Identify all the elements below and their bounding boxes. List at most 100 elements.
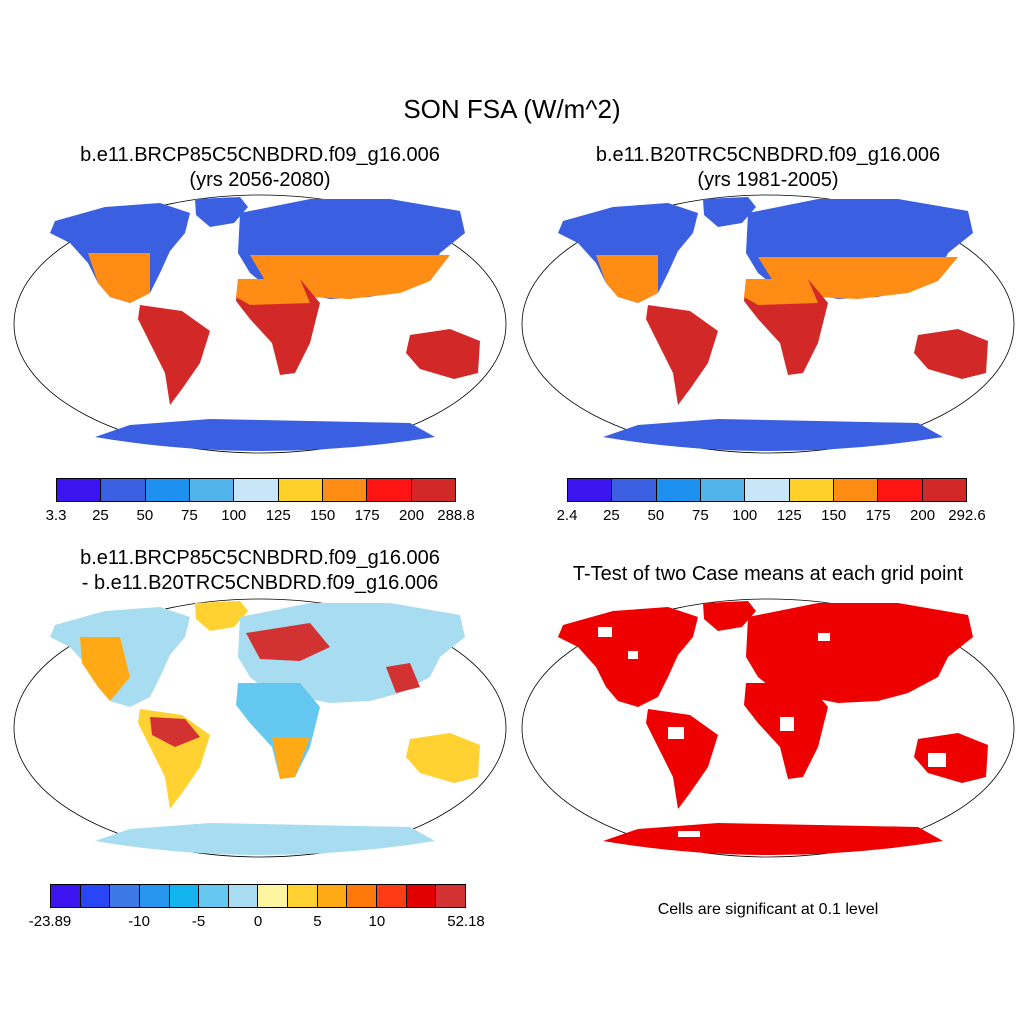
colorbar-tick-label: 288.8 (437, 507, 475, 524)
land-australia (914, 733, 988, 783)
colorbar-tick-label: 200 (399, 507, 425, 524)
colorbar-cell (189, 479, 235, 501)
colorbar-cell (258, 885, 289, 907)
panel-ttest-title: T-Test of two Case means at each grid po… (572, 563, 964, 585)
land-antarctica (95, 419, 435, 451)
colorbar-tick-label: 3.3 (45, 507, 67, 524)
land-africa-south (272, 737, 310, 779)
colorbar-cell (101, 479, 146, 501)
colorbar-cell (411, 479, 455, 501)
colorbar-cell (139, 885, 170, 907)
land-south-america (138, 305, 210, 405)
colorbar-cell (878, 479, 923, 501)
land-greenland (703, 197, 756, 227)
panel-diff-title-line2: - b.e11.B20TRC5CNBDRD.f09_g16.006 (81, 572, 439, 594)
land-south-america (646, 305, 718, 405)
colorbar-cell (367, 479, 412, 501)
colorbar-cell (228, 885, 259, 907)
colorbar-cell (322, 479, 368, 501)
land-europe (246, 623, 330, 661)
land-australia (406, 329, 480, 379)
colorbar-tick-label: 25 (603, 507, 620, 524)
colorbar-cell (656, 479, 701, 501)
colorbar-cell (745, 479, 790, 501)
panel-case-title: b.e11.BRCP85C5CNBDRD.f09_g16.006 (80, 144, 440, 166)
map-ttest (521, 598, 1015, 858)
colorbar-cell (199, 885, 229, 907)
colorbar-cell (80, 885, 111, 907)
colorbar-cell (57, 479, 102, 501)
map-case (13, 194, 507, 454)
colorbar-cell (317, 885, 348, 907)
significance-note: Cells are significant at 0.1 level (657, 901, 879, 918)
colorbar-cell (145, 479, 190, 501)
colorbar-cell (436, 885, 465, 907)
colorbar-cell (377, 885, 407, 907)
colorbar-tick-label: -10 (128, 913, 150, 930)
land-east-asia (386, 663, 420, 693)
land-south-america (646, 709, 718, 809)
colorbar-cell (234, 479, 279, 501)
colorbar-cell (700, 479, 746, 501)
colorbar-tick-label: 125 (265, 507, 291, 524)
panel-control-title: b.e11.B20TRC5CNBDRD.f09_g16.006 (595, 144, 941, 166)
land-greenland (195, 197, 248, 227)
colorbar-tick-label: 200 (910, 507, 936, 524)
colorbar-cell (789, 479, 834, 501)
colorbar-tick-label: 175 (354, 507, 380, 524)
colorbar-cell (568, 479, 613, 501)
colorbar-tick-label: 52.18 (447, 913, 485, 930)
colorbar-tick-label: 75 (180, 507, 198, 524)
map-difference (13, 598, 507, 858)
colorbar-cell (110, 885, 140, 907)
colorbar-cell (288, 885, 318, 907)
colorbar-tick-label: 100 (221, 507, 247, 524)
colorbar-tick-label: 150 (821, 507, 847, 524)
colorbar-tick-label: 50 (136, 507, 154, 524)
land-amazon (150, 717, 200, 747)
panel-control-years: (yrs 1981-2005) (697, 169, 839, 191)
figure-title: SON FSA (W/m^2) (403, 94, 621, 124)
colorbar-tick-label: 10 (368, 913, 386, 930)
colorbar-tick-label: -23.89 (28, 913, 72, 930)
land-antarctica (95, 823, 435, 855)
colorbar-cell (406, 885, 437, 907)
colorbar-difference (50, 884, 466, 908)
colorbar-tick-label: 150 (310, 507, 336, 524)
colorbar-tick-label: 75 (691, 507, 709, 524)
land-australia (406, 733, 480, 783)
map-control (521, 194, 1015, 454)
colorbar-cell (51, 885, 81, 907)
colorbar-control (567, 478, 967, 502)
colorbar-cell (833, 479, 879, 501)
colorbar-tick-label: -5 (191, 913, 206, 930)
colorbar-tick-label: 25 (92, 507, 109, 524)
colorbar-case (56, 478, 456, 502)
land-greenland (703, 601, 756, 631)
colorbar-cell (922, 479, 966, 501)
colorbar-tick-label: 125 (776, 507, 802, 524)
panel-case-years: (yrs 2056-2080) (189, 169, 331, 191)
colorbar-tick-label: 0 (253, 913, 263, 930)
colorbar-cell (347, 885, 378, 907)
nonsignificant-patches (598, 627, 946, 837)
land-north-america-south (596, 255, 658, 303)
colorbar-tick-label: 175 (865, 507, 891, 524)
colorbar-tick-label: 5 (313, 913, 322, 930)
land-africa-north (236, 279, 310, 305)
colorbar-tick-label: 100 (732, 507, 758, 524)
colorbar-tick-label: 2.4 (556, 507, 578, 524)
colorbar-cell (169, 885, 200, 907)
land-north-america-south (80, 637, 130, 701)
colorbar-cell (612, 479, 657, 501)
land-greenland (195, 601, 248, 631)
land-north-america-south (88, 253, 150, 303)
land-eurasia (746, 603, 973, 703)
land-north-america (558, 203, 698, 303)
colorbar-cell (278, 479, 323, 501)
land-antarctica (603, 419, 943, 451)
colorbar-tick-label: 50 (647, 507, 665, 524)
colorbar-tick-label: 292.6 (948, 507, 986, 524)
land-australia (914, 329, 988, 379)
land-africa-north (744, 279, 818, 305)
